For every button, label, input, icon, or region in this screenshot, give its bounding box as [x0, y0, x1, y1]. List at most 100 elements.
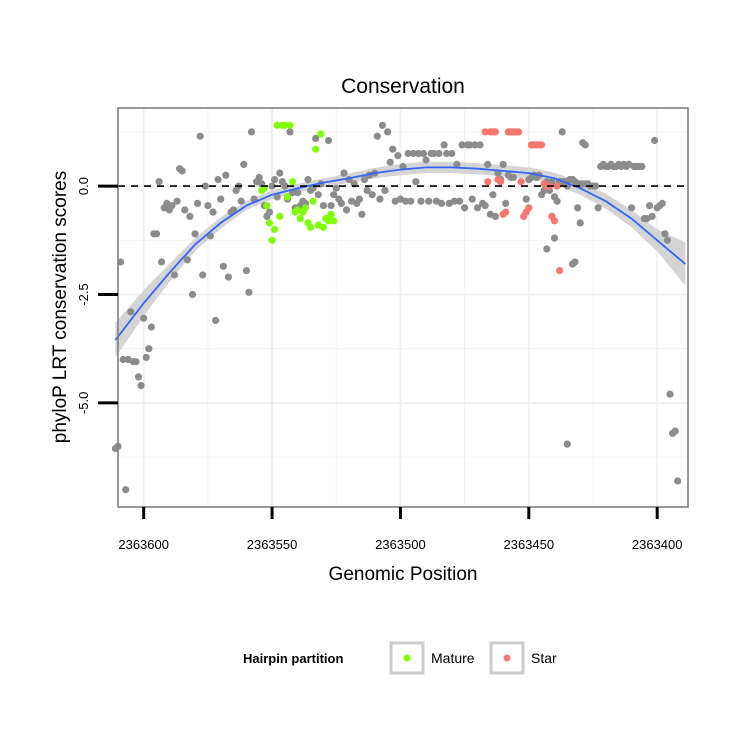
star-point	[553, 182, 561, 190]
other-point	[324, 136, 333, 145]
other-point	[204, 202, 212, 210]
mature-point	[265, 219, 274, 227]
legend: Hairpin partition Mature Star	[243, 641, 557, 675]
other-point	[402, 197, 410, 205]
other-point	[168, 202, 176, 210]
mature-point	[271, 225, 279, 233]
star-point	[491, 128, 499, 136]
other-point	[209, 208, 217, 216]
other-point	[378, 121, 387, 129]
other-point	[412, 178, 420, 186]
mature-point	[273, 121, 281, 129]
other-point	[502, 199, 510, 207]
other-point	[399, 162, 407, 171]
other-point	[360, 176, 369, 184]
other-point	[471, 141, 479, 149]
other-point	[450, 197, 458, 205]
y-axis-title: phyloP LRT conservation scores	[50, 171, 71, 444]
star-point	[550, 217, 559, 225]
other-point	[440, 141, 448, 149]
other-point	[242, 267, 250, 275]
other-point	[368, 191, 376, 199]
x-tick-label: 2363450	[503, 537, 554, 552]
mature-point	[330, 217, 338, 225]
other-point	[312, 134, 320, 142]
mature-point	[289, 178, 297, 186]
other-point	[666, 390, 674, 398]
other-point	[592, 182, 600, 190]
other-point	[509, 173, 517, 181]
other-point	[489, 191, 497, 199]
other-point	[381, 186, 389, 194]
x-tick-label: 2363600	[118, 537, 169, 552]
x-tick-label: 2363550	[247, 537, 298, 552]
other-point	[178, 167, 186, 175]
other-point	[173, 197, 181, 205]
other-point	[181, 206, 189, 214]
other-point	[563, 440, 571, 448]
other-point	[571, 258, 579, 266]
other-point	[127, 308, 135, 316]
legend-label-mature: Mature	[431, 650, 475, 666]
other-point	[407, 197, 415, 205]
other-point	[355, 195, 363, 203]
other-point	[142, 353, 150, 361]
other-point	[414, 149, 422, 158]
other-point	[224, 273, 232, 281]
other-point	[435, 149, 443, 158]
other-point	[145, 345, 153, 353]
other-point	[461, 204, 469, 212]
other-point	[468, 195, 476, 203]
other-point	[170, 271, 179, 279]
other-point	[671, 427, 679, 435]
other-point	[119, 355, 127, 364]
other-point	[247, 128, 256, 136]
legend-title: Hairpin partition	[243, 651, 343, 666]
other-point	[481, 202, 489, 210]
other-point	[484, 160, 492, 168]
other-point	[386, 158, 394, 166]
other-point	[566, 176, 574, 184]
other-point	[476, 141, 484, 149]
star-point	[556, 267, 564, 275]
other-point	[191, 230, 199, 238]
mature-point	[312, 145, 320, 153]
mature-point	[281, 121, 289, 129]
other-point	[217, 195, 225, 203]
other-point	[645, 202, 654, 210]
other-point	[340, 169, 348, 177]
legend-key-star-dot	[503, 654, 511, 662]
other-point	[122, 486, 130, 494]
other-point	[663, 236, 672, 244]
other-point	[271, 176, 279, 184]
legend-label-star: Star	[531, 650, 557, 666]
other-point	[132, 358, 140, 366]
other-point	[550, 234, 559, 242]
other-point	[674, 477, 682, 485]
mature-point	[324, 217, 333, 225]
mature-point	[283, 193, 292, 201]
plot-area: 2363600 2363550 2363500 2363450 2363400 -5.0 -…	[76, 107, 689, 552]
other-point	[201, 182, 209, 190]
mature-point	[327, 210, 335, 218]
x-tick-label: 2363500	[375, 537, 426, 552]
other-point	[194, 199, 202, 207]
star-point	[517, 178, 525, 186]
other-point	[183, 256, 191, 264]
other-point	[404, 149, 412, 158]
other-point	[358, 210, 366, 218]
star-point	[497, 178, 505, 186]
other-point	[137, 382, 145, 390]
other-point	[574, 204, 582, 212]
other-point	[268, 182, 276, 190]
other-point	[140, 314, 148, 322]
plot-panel-border	[117, 107, 689, 508]
other-point	[276, 169, 284, 177]
other-point	[458, 141, 466, 149]
other-point	[319, 202, 327, 210]
other-point	[376, 195, 384, 203]
x-axis-title: Genomic Position	[329, 564, 478, 585]
other-point	[245, 288, 253, 296]
other-point	[337, 199, 345, 207]
